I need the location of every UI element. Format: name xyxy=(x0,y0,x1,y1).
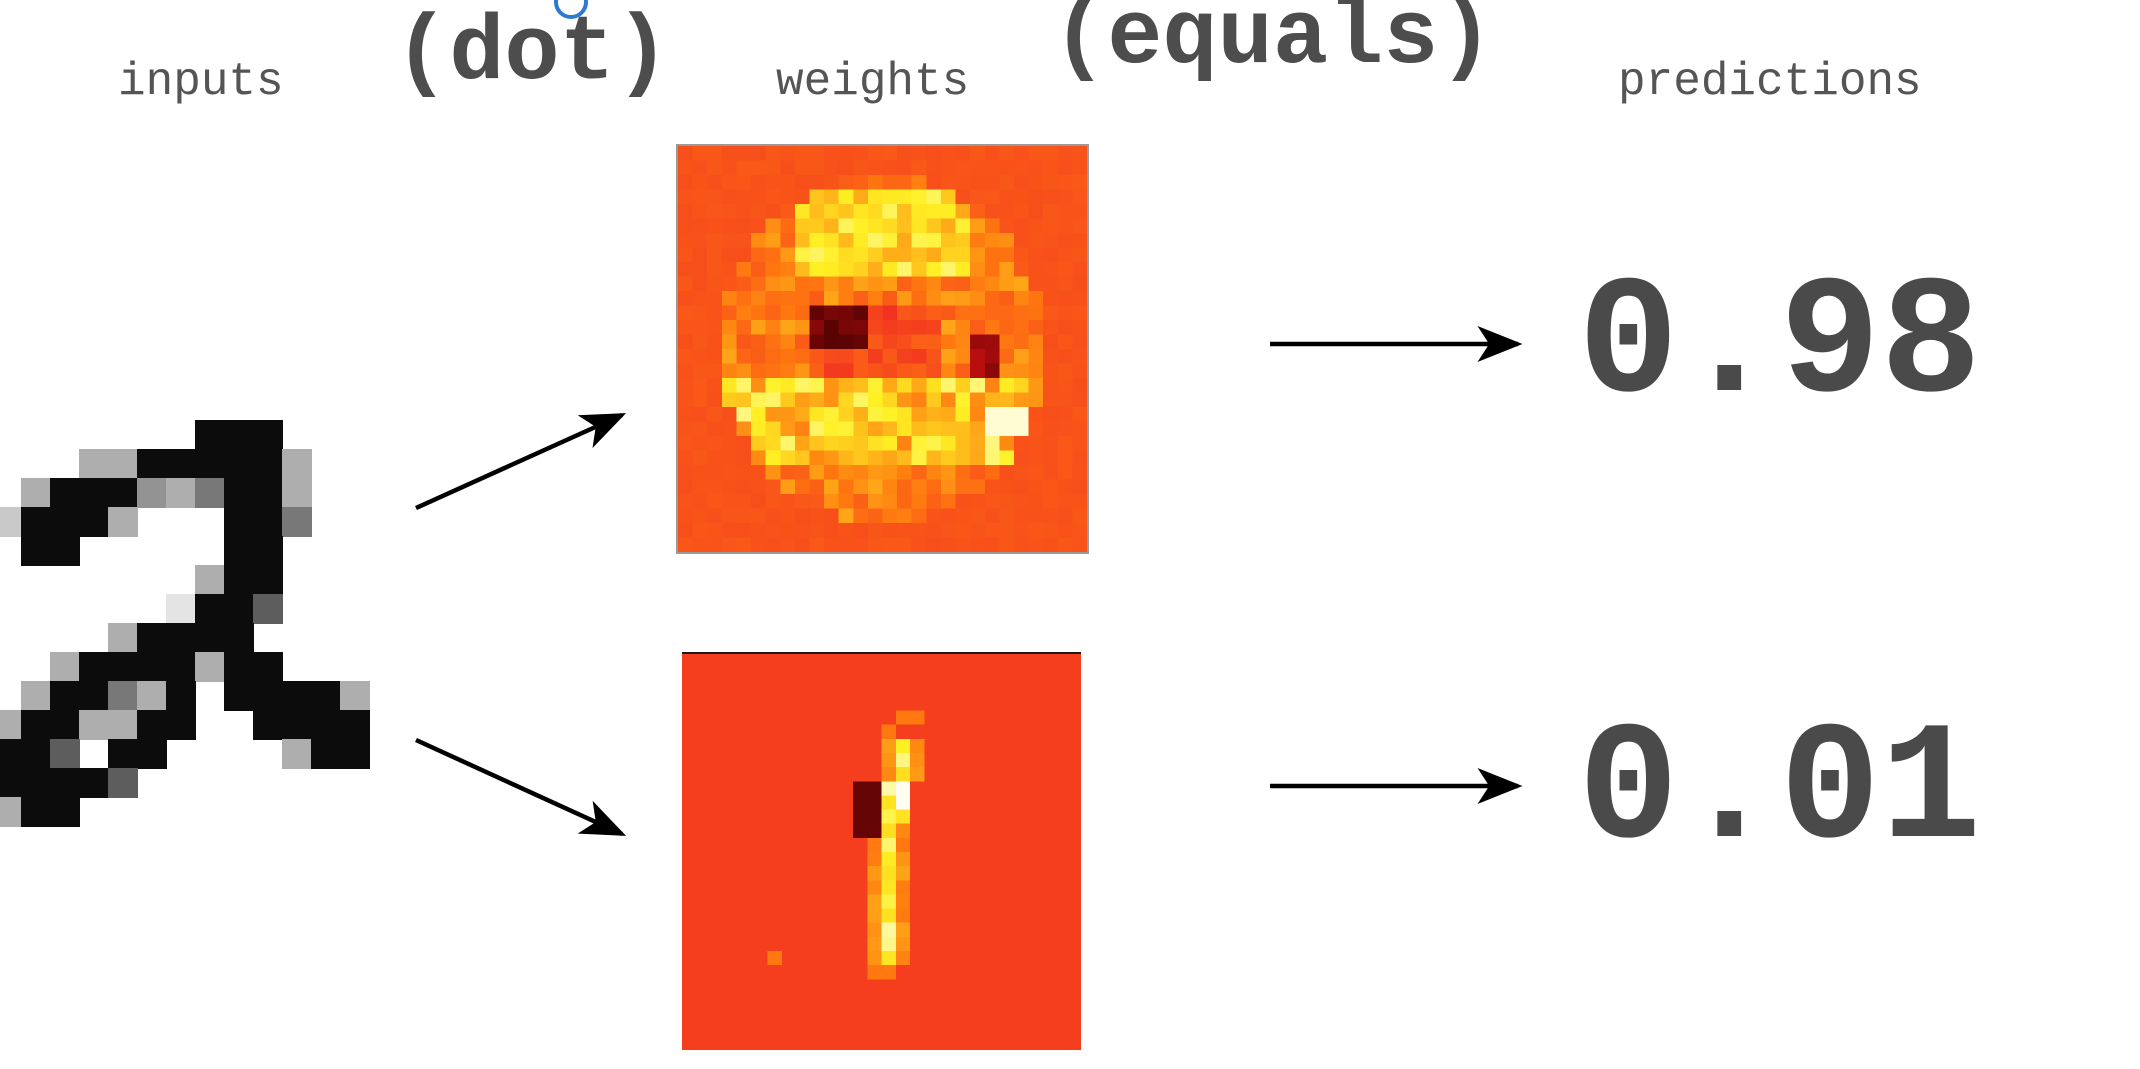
arrow-input-to-bottom-weights xyxy=(415,737,627,837)
predictions-label: predictions xyxy=(1618,56,1922,108)
weight-map-bottom xyxy=(682,652,1081,1050)
weight-map-bottom-heatmap xyxy=(682,654,1081,1050)
inputs-label: inputs xyxy=(118,56,284,108)
weights-label: weights xyxy=(776,56,970,108)
weight-map-top-heatmap xyxy=(678,146,1087,552)
prediction-top-value: 0.98 xyxy=(1578,251,1982,441)
weight-map-top xyxy=(676,144,1089,554)
prediction-bottom-value: 0.01 xyxy=(1578,697,1982,887)
equals-operator-label: (equals) xyxy=(1052,0,1494,90)
input-digit-image xyxy=(0,420,370,827)
arrow-input-to-top-weights xyxy=(415,412,627,511)
dot-operator-label: (dot) xyxy=(394,1,671,106)
